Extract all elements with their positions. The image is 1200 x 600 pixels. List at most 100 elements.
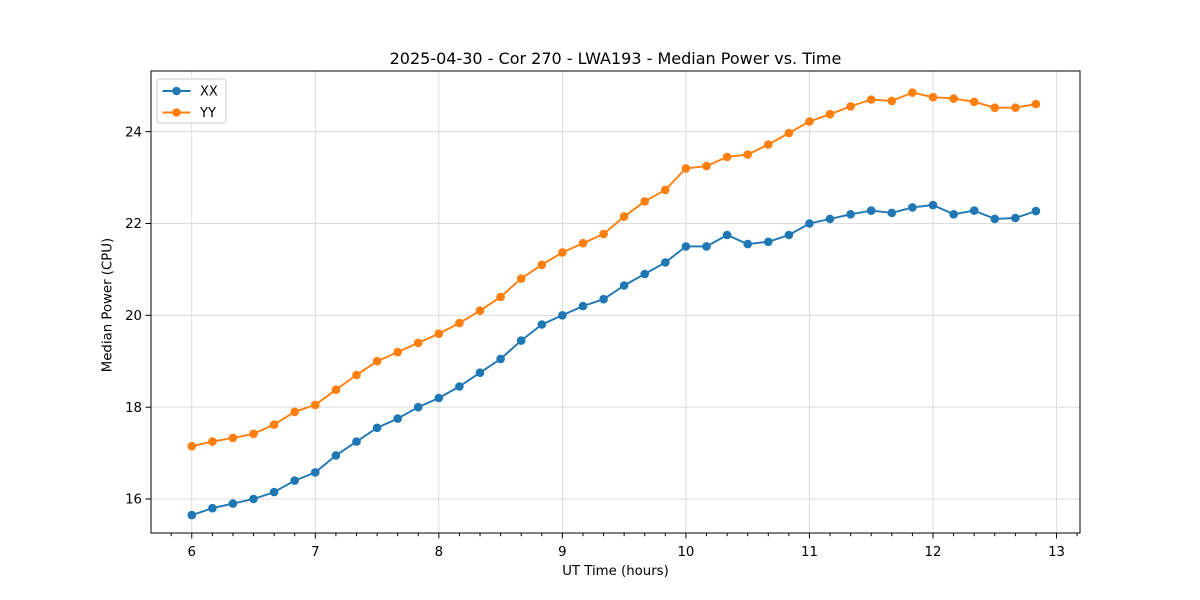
data-point-YY: [866, 95, 876, 104]
data-point-YY: [990, 103, 1000, 112]
data-point-XX: [1011, 213, 1020, 223]
data-point-YY: [764, 140, 773, 149]
data-point-YY: [722, 152, 732, 162]
data-point-YY: [413, 338, 423, 348]
data-point-XX: [866, 206, 876, 215]
data-point-XX: [311, 468, 320, 477]
legend-label-YY: YY: [199, 106, 216, 121]
data-point-XX: [269, 487, 279, 497]
data-point-XX: [352, 437, 361, 446]
data-point-YY: [743, 150, 752, 159]
data-point-YY: [537, 260, 547, 270]
data-point-YY: [311, 400, 320, 410]
data-point-YY: [393, 347, 403, 357]
data-point-XX: [928, 200, 938, 210]
data-point-YY: [846, 102, 855, 111]
data-point-XX: [578, 301, 588, 311]
data-point-XX: [516, 336, 526, 345]
data-point-XX: [825, 214, 835, 224]
data-point-YY: [1011, 103, 1020, 112]
data-point-XX: [393, 414, 403, 423]
x-tick-label: 6: [188, 545, 196, 560]
data-point-YY: [578, 238, 588, 248]
data-point-YY: [331, 385, 341, 395]
data-point-XX: [846, 210, 855, 219]
data-point-XX: [722, 230, 732, 240]
data-point-XX: [681, 242, 691, 251]
data-point-YY: [681, 164, 691, 173]
data-point-YY: [496, 292, 505, 302]
data-point-XX: [764, 237, 773, 247]
y-tick-label: 24: [125, 125, 142, 140]
data-point-YY: [249, 429, 258, 439]
data-point-XX: [208, 503, 217, 513]
y-tick-label: 16: [125, 493, 142, 508]
x-tick-label: 12: [925, 545, 942, 560]
data-point-XX: [702, 242, 711, 251]
data-point-YY: [825, 109, 835, 119]
data-point-YY: [805, 117, 814, 126]
series-line-XX: [191, 204, 1037, 517]
data-point-YY: [208, 437, 217, 446]
data-point-XX: [228, 499, 238, 508]
data-point-XX: [249, 494, 258, 504]
y-tick-label: 18: [125, 401, 142, 416]
plot-border: [150, 70, 1081, 534]
data-point-YY: [352, 370, 361, 380]
x-tick-label: 11: [801, 545, 818, 560]
data-point-XX: [743, 239, 752, 249]
data-point-YY: [928, 92, 938, 102]
data-point-YY: [640, 197, 649, 206]
x-axis-label: UT Time (hours): [562, 564, 669, 579]
series-YY: [187, 88, 1041, 451]
legend-label-XX: XX: [200, 85, 218, 100]
data-point-XX: [908, 203, 917, 212]
x-tick-label: 7: [311, 545, 319, 560]
chart-title: 2025-04-30 - Cor 270 - LWA193 - Median P…: [389, 49, 842, 68]
data-point-YY: [969, 97, 979, 107]
series-line-YY: [191, 91, 1037, 448]
data-point-YY: [269, 420, 279, 429]
x-tick-label: 8: [435, 545, 443, 560]
legend-marker-YY: [172, 108, 181, 117]
data-point-XX: [1031, 206, 1041, 216]
axis-ticks: [145, 131, 1078, 539]
data-point-XX: [990, 214, 1000, 224]
x-tick-label: 13: [1048, 545, 1065, 560]
series-XX: [187, 200, 1041, 520]
legend: XX YY: [156, 78, 227, 124]
data-point-YY: [558, 248, 567, 257]
x-tick-label: 9: [558, 545, 566, 560]
data-point-XX: [969, 206, 979, 215]
tick-labels: 6 7 8 9 10 11 12 13 16 18 20 22 24: [125, 125, 1065, 560]
y-axis-label: Median Power (CPU): [100, 237, 116, 373]
data-point-XX: [805, 219, 814, 228]
data-point-XX: [434, 393, 444, 403]
data-point-XX: [887, 208, 897, 218]
data-point-YY: [516, 274, 526, 283]
data-point-XX: [949, 210, 958, 219]
data-point-XX: [558, 311, 567, 320]
data-point-XX: [372, 423, 382, 433]
data-point-XX: [455, 382, 464, 391]
data-point-XX: [661, 258, 670, 267]
data-point-YY: [599, 229, 608, 239]
data-point-XX: [187, 510, 197, 520]
data-point-YY: [455, 318, 464, 328]
data-point-YY: [887, 96, 897, 106]
x-tick-label: 10: [677, 545, 694, 560]
data-point-XX: [640, 269, 649, 279]
legend-marker-XX: [172, 86, 181, 96]
data-point-YY: [949, 94, 958, 103]
y-tick-label: 20: [125, 309, 142, 324]
grid: [151, 71, 1080, 533]
data-point-XX: [599, 294, 608, 304]
data-point-YY: [434, 329, 444, 339]
data-point-XX: [496, 354, 505, 364]
data-point-YY: [661, 185, 670, 195]
data-point-YY: [908, 88, 917, 97]
data-point-YY: [228, 433, 238, 443]
data-point-XX: [475, 368, 485, 378]
